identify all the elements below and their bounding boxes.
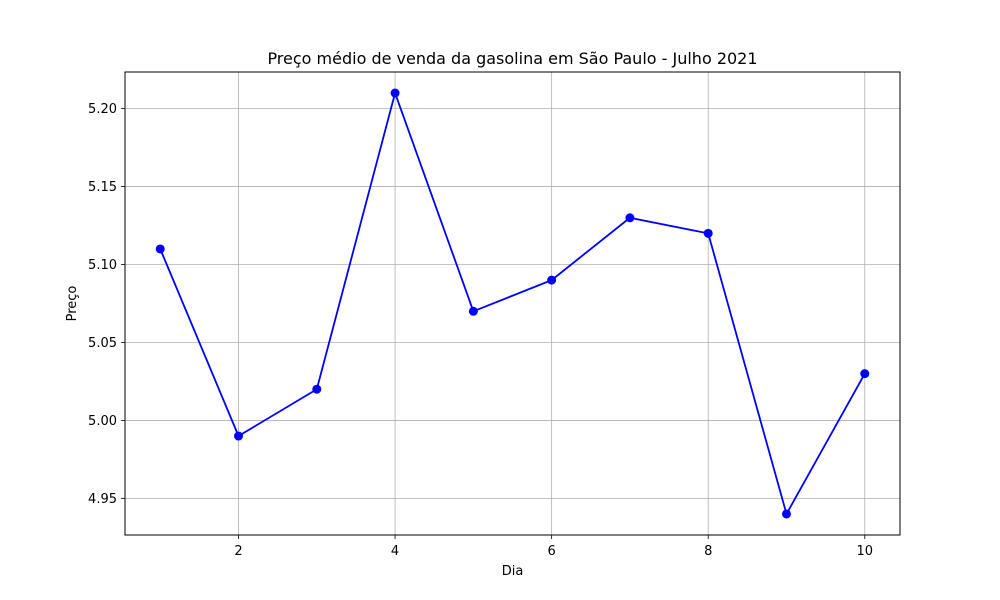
x-tick-label: 8 bbox=[704, 544, 712, 559]
series-layer bbox=[155, 88, 870, 519]
x-tick-label: 6 bbox=[548, 544, 556, 559]
data-point bbox=[703, 228, 713, 238]
y-tick-label: 5.10 bbox=[88, 258, 117, 273]
y-tick-label: 5.15 bbox=[88, 180, 117, 195]
y-axis-label: Preço bbox=[65, 286, 80, 322]
data-point bbox=[234, 431, 244, 441]
grid bbox=[125, 72, 900, 535]
y-axis-ticks: 4.95 5.00 5.05 5.10 5.15 5.20 bbox=[88, 102, 125, 507]
data-point bbox=[468, 306, 478, 316]
data-point bbox=[625, 213, 635, 223]
x-axis-label: Dia bbox=[502, 564, 524, 579]
data-point bbox=[547, 275, 557, 285]
data-point bbox=[781, 509, 791, 519]
x-tick-label: 10 bbox=[856, 544, 873, 559]
data-point bbox=[390, 88, 400, 98]
x-tick-label: 4 bbox=[391, 544, 399, 559]
x-axis-ticks: 2 4 6 8 10 bbox=[234, 535, 873, 559]
plot-frame bbox=[124, 71, 901, 536]
y-tick-label: 5.00 bbox=[88, 414, 117, 429]
x-tick-label: 2 bbox=[234, 544, 242, 559]
data-point bbox=[312, 384, 322, 394]
y-tick-label: 5.05 bbox=[88, 336, 117, 351]
data-point bbox=[155, 244, 165, 254]
y-tick-label: 4.95 bbox=[88, 492, 117, 507]
chart-title: Preço médio de venda da gasolina em São … bbox=[267, 49, 757, 68]
data-point bbox=[860, 369, 870, 379]
series-line bbox=[159, 92, 866, 515]
y-tick-label: 5.20 bbox=[88, 102, 117, 117]
